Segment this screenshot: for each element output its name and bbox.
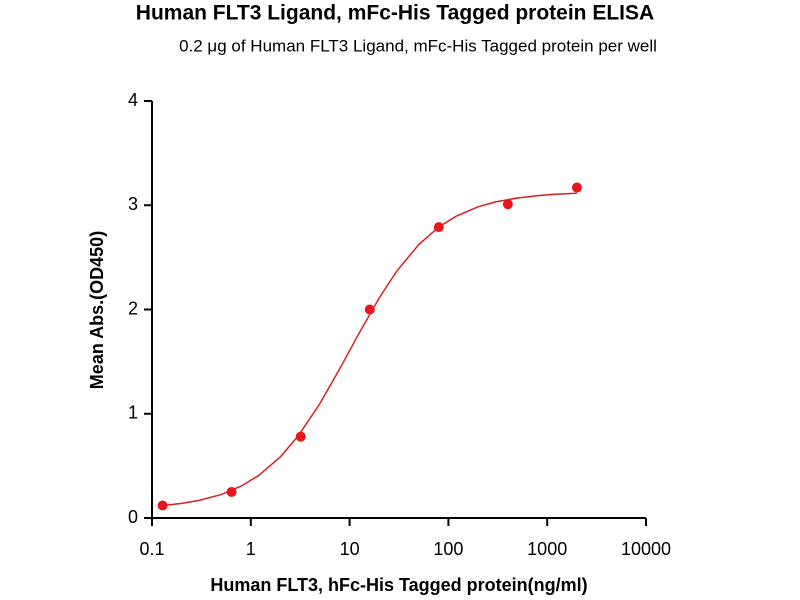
fit-curve xyxy=(162,192,577,507)
data-point xyxy=(502,199,513,210)
y-tick-label: 3 xyxy=(128,194,138,214)
y-tick-label: 1 xyxy=(128,403,138,423)
data-point xyxy=(433,222,444,233)
x-tick-label: 10000 xyxy=(621,539,671,559)
x-axis-label: Human FLT3, hFc-His Tagged protein(ng/ml… xyxy=(210,575,587,595)
x-tick-label: 0.1 xyxy=(139,539,164,559)
data-point xyxy=(364,304,375,315)
chart-title: Human FLT3 Ligand, mFc-His Tagged protei… xyxy=(136,2,654,25)
x-tick-label: 1 xyxy=(246,539,256,559)
y-tick-label: 0 xyxy=(128,507,138,527)
data-point xyxy=(226,486,237,497)
data-point xyxy=(295,431,306,442)
data-point xyxy=(157,500,168,511)
x-tick-label: 10 xyxy=(340,539,360,559)
y-tick-label: 4 xyxy=(128,90,138,110)
chart-subtitle: 0.2 μg of Human FLT3 Ligand, mFc-His Tag… xyxy=(179,36,657,55)
y-axis-label: Mean Abs.(OD450) xyxy=(87,231,107,389)
y-tick-label: 2 xyxy=(128,298,138,318)
x-tick-label: 1000 xyxy=(527,539,567,559)
data-point xyxy=(571,182,582,193)
x-tick-label: 100 xyxy=(433,539,463,559)
